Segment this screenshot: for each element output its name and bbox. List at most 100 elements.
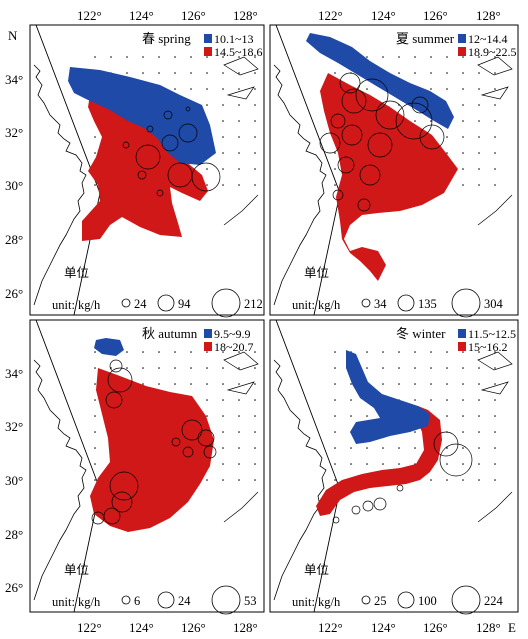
station-dot-spring-43: [254, 104, 256, 106]
station-dot-winter-67: [350, 447, 352, 449]
station-dot-winter-8: [462, 351, 464, 353]
lat-tick-28-top: 28°: [5, 232, 23, 247]
station-dot-spring-30: [222, 88, 224, 90]
size-legend-circle-summer-2: [451, 288, 481, 318]
top-lon-tick-124-right: 124°: [371, 8, 396, 23]
size-legend-value-winter-0: 25: [374, 594, 387, 608]
station-dot-winter-17: [430, 367, 432, 369]
station-dot-winter-66: [334, 447, 336, 449]
station-dot-summer-74: [462, 152, 464, 154]
station-dot-winter-64: [478, 431, 480, 433]
station-dot-autumn-96: [222, 479, 224, 481]
island-mid-winter: [480, 381, 509, 395]
station-dot-spring-7: [206, 56, 208, 58]
top-lon-tick-128-right: 128°: [476, 8, 501, 23]
station-dot-summer-43: [494, 104, 496, 106]
station-dot-summer-86: [478, 168, 480, 170]
station-dot-winter-77: [334, 463, 336, 465]
station-dot-winter-88: [334, 479, 336, 481]
station-dot-autumn-32: [254, 383, 256, 385]
station-dot-winter-71: [414, 447, 416, 449]
station-dot-autumn-87: [254, 463, 256, 465]
station-dot-summer-50: [430, 120, 432, 122]
station-dot-winter-44: [334, 415, 336, 417]
coastline-summer: [273, 64, 327, 306]
station-dot-summer-3: [382, 56, 384, 58]
catch-circle-autumn-3: [109, 471, 139, 501]
station-dot-autumn-6: [190, 351, 192, 353]
station-dot-winter-11: [334, 367, 336, 369]
bottom-lon-tick-122: 122°: [77, 620, 102, 635]
lat-tick-34-top: 34°: [5, 72, 23, 87]
station-dot-autumn-42: [238, 399, 240, 401]
station-dot-autumn-4: [158, 351, 160, 353]
island-north-winter: [477, 351, 513, 371]
station-dot-summer-5: [414, 56, 416, 58]
station-dot-winter-84: [446, 463, 448, 465]
station-dot-summer-29: [446, 88, 448, 90]
station-dot-summer-63: [462, 136, 464, 138]
panel-title-summer: 夏 summer: [396, 31, 455, 46]
station-dot-autumn-0: [94, 351, 96, 353]
station-dot-spring-4: [158, 56, 160, 58]
station-dot-winter-6: [430, 351, 432, 353]
legend-label-spring-1: 14.5~18.6: [214, 45, 263, 59]
island-chain-summer: [477, 194, 513, 226]
station-dot-winter-73: [446, 447, 448, 449]
station-dot-winter-94: [430, 479, 432, 481]
station-dot-summer-85: [462, 168, 464, 170]
station-dot-spring-16: [174, 72, 176, 74]
station-dot-winter-39: [430, 399, 432, 401]
station-dot-winter-19: [462, 367, 464, 369]
station-dot-summer-7: [446, 56, 448, 58]
station-dot-spring-64: [238, 136, 240, 138]
station-dot-autumn-21: [254, 367, 256, 369]
catch-circle-autumn-1: [107, 367, 133, 393]
unit-cn-autumn: 单位: [64, 562, 89, 577]
legend-label-summer-0: 12~14.4: [468, 32, 508, 46]
station-dot-spring-76: [254, 152, 256, 154]
catch-circle-autumn-11: [171, 437, 181, 447]
station-dot-winter-3: [382, 351, 384, 353]
bottom-lon-tick-126: 126°: [181, 620, 206, 635]
station-dot-winter-41: [462, 399, 464, 401]
station-dot-autumn-9: [238, 351, 240, 353]
island-north-spring: [223, 56, 259, 76]
island-mid-spring: [226, 86, 255, 100]
top-lon-tick-122-right: 122°: [318, 8, 343, 23]
lat-tick-28-bottom: 28°: [5, 527, 23, 542]
station-dot-spring-75: [238, 152, 240, 154]
station-dot-spring-85: [222, 168, 224, 170]
catch-circle-autumn-2: [105, 391, 123, 409]
station-dot-summer-30: [462, 88, 464, 90]
station-dot-winter-16: [414, 367, 416, 369]
station-dot-winter-45: [350, 415, 352, 417]
station-dot-winter-75: [478, 447, 480, 449]
station-dot-autumn-20: [238, 367, 240, 369]
station-dot-spring-88: [94, 184, 96, 186]
station-dot-winter-38: [414, 399, 416, 401]
lat-tick-26-top: 26°: [5, 286, 23, 301]
top-lon-tick-126-right: 126°: [423, 8, 448, 23]
station-dot-spring-0: [94, 56, 96, 58]
station-dot-winter-23: [350, 383, 352, 385]
station-dot-spring-53: [238, 120, 240, 122]
catch-circle-spring-6: [146, 125, 154, 133]
size-legend-circle-winter-0: [361, 595, 371, 605]
station-dot-autumn-7: [206, 351, 208, 353]
station-dot-spring-63: [222, 136, 224, 138]
panel-title-winter: 冬 winter: [396, 326, 446, 341]
station-dot-spring-87: [254, 168, 256, 170]
station-dot-summer-19: [462, 72, 464, 74]
station-dot-winter-98: [494, 479, 496, 481]
station-dot-autumn-76: [254, 447, 256, 449]
station-dot-spring-42: [238, 104, 240, 106]
station-dot-spring-86: [238, 168, 240, 170]
station-dot-autumn-13: [126, 367, 128, 369]
station-dot-winter-28: [430, 383, 432, 385]
station-dot-winter-96: [462, 479, 464, 481]
station-dot-winter-85: [462, 463, 464, 465]
unit-en-winter: unit: kg/h: [292, 595, 341, 609]
